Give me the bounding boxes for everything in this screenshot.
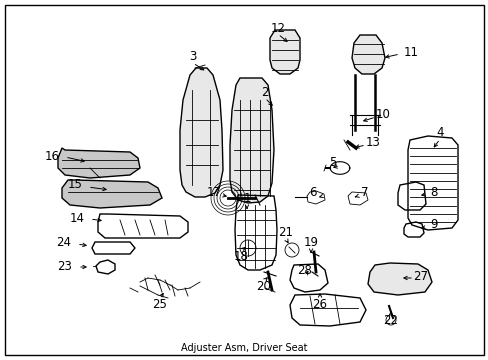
Text: 18: 18 (233, 251, 248, 264)
Text: 17: 17 (206, 186, 221, 199)
Text: 23: 23 (58, 260, 72, 273)
Text: 10: 10 (375, 108, 389, 122)
Polygon shape (58, 148, 140, 178)
Text: 28: 28 (297, 264, 312, 276)
Text: 11: 11 (403, 45, 418, 58)
Polygon shape (180, 68, 223, 197)
Text: 7: 7 (361, 186, 368, 199)
Text: 3: 3 (189, 50, 196, 63)
Text: 14: 14 (69, 211, 84, 225)
Text: 4: 4 (435, 126, 443, 139)
Text: 12: 12 (270, 22, 285, 35)
Text: 6: 6 (308, 186, 316, 199)
Text: 25: 25 (152, 298, 167, 311)
Text: 22: 22 (383, 315, 398, 328)
Text: 27: 27 (413, 270, 427, 284)
Text: 13: 13 (365, 136, 380, 149)
Polygon shape (269, 30, 299, 74)
Polygon shape (229, 78, 273, 203)
Polygon shape (367, 263, 431, 295)
Text: 21: 21 (278, 226, 293, 239)
Text: 9: 9 (429, 219, 437, 231)
Text: 2: 2 (261, 85, 268, 99)
Polygon shape (351, 35, 384, 74)
Text: 16: 16 (44, 149, 60, 162)
Text: 19: 19 (303, 237, 318, 249)
Text: 20: 20 (256, 280, 271, 293)
Text: 8: 8 (429, 185, 437, 198)
Text: 15: 15 (67, 179, 82, 192)
Text: 26: 26 (312, 297, 327, 310)
Text: 5: 5 (328, 156, 336, 168)
Text: Adjuster Asm, Driver Seat: Adjuster Asm, Driver Seat (181, 343, 307, 353)
Text: 24: 24 (57, 237, 71, 249)
Text: 1: 1 (243, 193, 250, 206)
Polygon shape (62, 180, 162, 208)
